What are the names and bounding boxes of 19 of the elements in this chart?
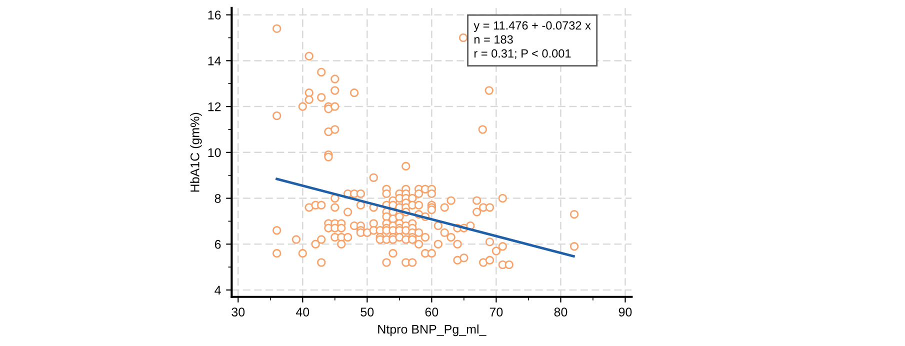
y-tick-label: 14 [208,56,221,66]
x-tick-label: 80 [554,308,568,316]
x-axis-title: Ntpro BNP_Pg_ml_ [378,324,486,336]
y-tick-label: 12 [208,102,221,112]
x-tick-label: 40 [296,308,310,316]
x-tick-label: 50 [360,308,374,316]
y-axis-title: HbA1C (gm%) [190,112,202,192]
y-tick-label: 16 [208,10,221,20]
annotation: r = 0.31; P < 0.001 [474,49,571,60]
y-tick-label: 10 [208,148,221,158]
annotation: y = 11.476 + -0.0732 x [474,21,591,32]
y-tick-label: 6 [214,240,221,249]
y-tick-label: 4 [214,286,221,295]
x-tick-label: 90 [618,308,632,316]
annotation: n = 183 [474,35,513,44]
x-tick-label: 60 [425,308,438,316]
y-tick-label: 8 [214,194,221,203]
x-tick-label: 70 [490,308,503,316]
x-tick-label: 30 [232,308,245,316]
